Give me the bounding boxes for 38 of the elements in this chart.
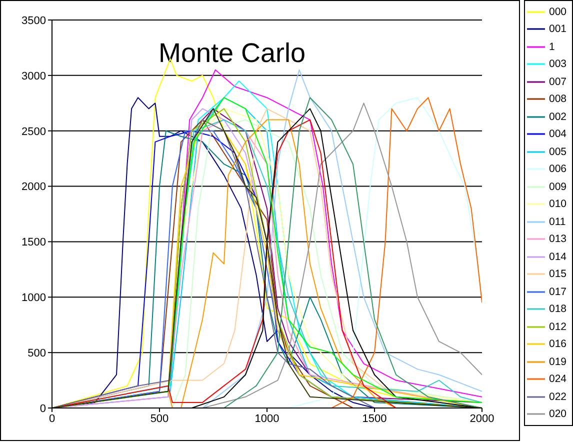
- y-tick-label: 1000: [22, 292, 46, 304]
- y-tick-label: 2500: [22, 126, 46, 138]
- y-tick-label: 500: [28, 347, 46, 360]
- legend-label: 001: [549, 23, 567, 36]
- legend-label: 022: [549, 390, 567, 403]
- y-tick-label: 0: [40, 402, 46, 415]
- y-tick-label: 3500: [22, 14, 46, 27]
- legend-label: 002: [549, 110, 567, 123]
- legend-label: 003: [549, 58, 567, 70]
- x-tick-label: 1500: [362, 412, 387, 425]
- legend-label: 024: [549, 373, 567, 386]
- text: Monte Carlo: [158, 38, 306, 68]
- legend-label: 005: [549, 146, 567, 158]
- legend-label: 008: [549, 93, 567, 106]
- legend-label: 020: [549, 408, 567, 420]
- legend-label: 004: [549, 128, 567, 140]
- legend-label: 007: [549, 76, 567, 88]
- x-tick-label: 500: [150, 412, 169, 425]
- legend-label: 016: [549, 338, 567, 350]
- legend-label: 018: [549, 303, 567, 316]
- legend-label: 019: [549, 356, 567, 368]
- legend-label: 000: [549, 6, 567, 18]
- legend-label: 009: [549, 180, 567, 193]
- y-tick-label: 2000: [22, 181, 46, 194]
- legend-label: 006: [549, 163, 567, 176]
- legend-label: 014: [549, 250, 567, 263]
- y-tick-label: 3000: [22, 70, 46, 82]
- x-tick-label: 2000: [470, 412, 494, 425]
- y-tick-label: 1500: [22, 236, 46, 249]
- x-tick-label: 0: [48, 412, 56, 425]
- legend-label: 010: [549, 198, 567, 210]
- legend-label: 011: [549, 216, 566, 228]
- legend-label: 1: [549, 40, 555, 53]
- legend-label: 015: [549, 268, 567, 280]
- legend-label: 017: [549, 286, 567, 298]
- legend-label: 013: [549, 233, 567, 246]
- legend-label: 012: [549, 320, 567, 333]
- x-tick-label: 1000: [254, 412, 280, 425]
